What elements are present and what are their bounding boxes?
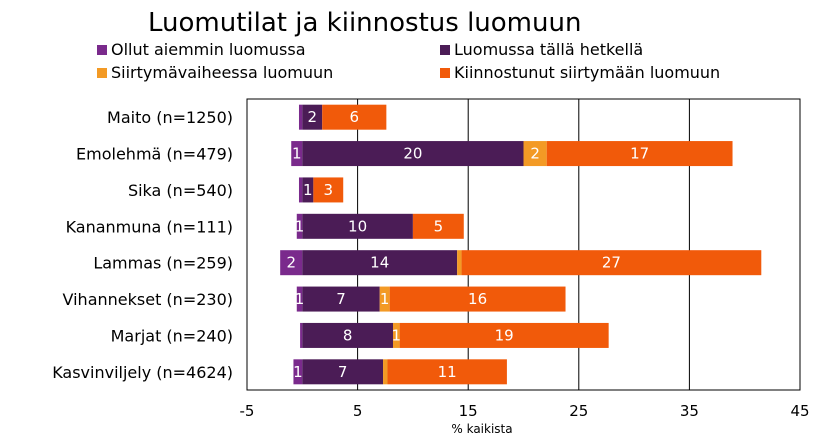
bar-segment [302, 177, 314, 203]
legend-label: Kiinnostunut siirtymään luomuun [454, 63, 720, 82]
bar-segment [291, 141, 303, 167]
bar-segment [412, 213, 464, 239]
bar-segment [313, 177, 344, 203]
bar-value-label: 1 [293, 363, 303, 381]
x-tick-label: 15 [459, 402, 478, 420]
bar-value-label: 19 [495, 326, 514, 344]
bar-segment [302, 213, 413, 239]
category-labels: Maito (n=1250) Emolehmä (n=479) Sika (n=54… [52, 108, 233, 382]
bar-segment [389, 286, 566, 312]
bar-value-label: 7 [336, 290, 346, 308]
x-tick-label: 5 [353, 402, 363, 420]
bar-value-label: 2 [286, 254, 296, 272]
legend-label: Ollut aiemmin luomussa [111, 40, 306, 59]
bar-segment [302, 286, 380, 312]
bar-value-label: 20 [403, 145, 422, 163]
bar-value-label: 1 [392, 326, 402, 344]
category-label: Kasvinviljely (n=4624) [52, 363, 233, 382]
bar-segment [523, 141, 547, 167]
x-tick-label: 35 [680, 402, 699, 420]
bar-segment [280, 250, 303, 276]
bar-segment [302, 359, 384, 385]
bar-value-label: 17 [630, 145, 649, 163]
x-tick-label: -5 [240, 402, 255, 420]
bar-segment [296, 213, 303, 239]
legend-swatch [440, 45, 450, 55]
bar-segment [302, 104, 323, 130]
bar-segment [302, 322, 393, 348]
bar-value-label: 16 [468, 290, 487, 308]
bar-value-label: 1 [303, 181, 313, 199]
bar-value-label: 1 [380, 290, 390, 308]
category-label: Lammas (n=259) [93, 254, 233, 273]
x-tick-labels: -5 5 15 25 35 45 [240, 402, 810, 420]
bar-segment [296, 286, 303, 312]
bar-segment [546, 141, 733, 167]
bars [280, 104, 762, 385]
bar-value-label: 1 [295, 217, 305, 235]
bar-segment [392, 322, 400, 348]
legend: Ollut aiemmin luomussa Luomussa tällä het… [97, 40, 720, 82]
category-label: Kananmuna (n=111) [66, 217, 233, 236]
bar-segment [457, 250, 462, 276]
legend-swatch [97, 45, 107, 55]
bar-segment [379, 286, 390, 312]
legend-swatch [440, 68, 450, 78]
bar-segment [298, 104, 303, 130]
bar-segment [302, 141, 524, 167]
x-axis-title: % kaikista [451, 422, 512, 436]
bar-segment [387, 359, 507, 385]
bar-segment [322, 104, 387, 130]
bar-segment [293, 359, 303, 385]
legend-swatch [97, 68, 107, 78]
bar-value-label: 27 [602, 254, 621, 272]
category-label: Vihannekset (n=230) [63, 290, 233, 309]
legend-label: Luomussa tällä hetkellä [454, 40, 643, 59]
bar-labels: 2 61 20 2 171 31 10 52 14 271 7 1 168 1 191 7 11 [286, 108, 649, 381]
bar-value-label: 2 [530, 145, 540, 163]
bar-value-label: 10 [348, 217, 367, 235]
legend-label: Siirtymävaiheessa luomuun [111, 63, 333, 82]
bar-value-label: 1 [292, 145, 302, 163]
bar-value-label: 14 [370, 254, 389, 272]
bar-value-label: 1 [295, 290, 305, 308]
bar-segment [399, 322, 609, 348]
bar-value-label: 8 [343, 326, 353, 344]
bar-segment [298, 177, 303, 203]
bar-value-label: 5 [434, 217, 444, 235]
category-label: Maito (n=1250) [107, 108, 233, 127]
bar-segment [302, 250, 458, 276]
bar-value-label: 11 [438, 363, 457, 381]
bar-value-label: 7 [338, 363, 348, 381]
x-tick-label: 45 [790, 402, 809, 420]
chart-title: Luomutilat ja kiinnostus luomuun [148, 8, 581, 38]
bar-value-label: 6 [350, 108, 360, 126]
bar-value-label: 2 [307, 108, 317, 126]
x-tick-label: 25 [569, 402, 588, 420]
bar-segment [300, 322, 303, 348]
bar-segment [461, 250, 762, 276]
bar-value-label: 3 [324, 181, 334, 199]
bar-segment [383, 359, 388, 385]
category-label: Emolehmä (n=479) [76, 145, 233, 164]
category-label: Marjat (n=240) [111, 326, 233, 345]
category-label: Sika (n=540) [128, 181, 233, 200]
